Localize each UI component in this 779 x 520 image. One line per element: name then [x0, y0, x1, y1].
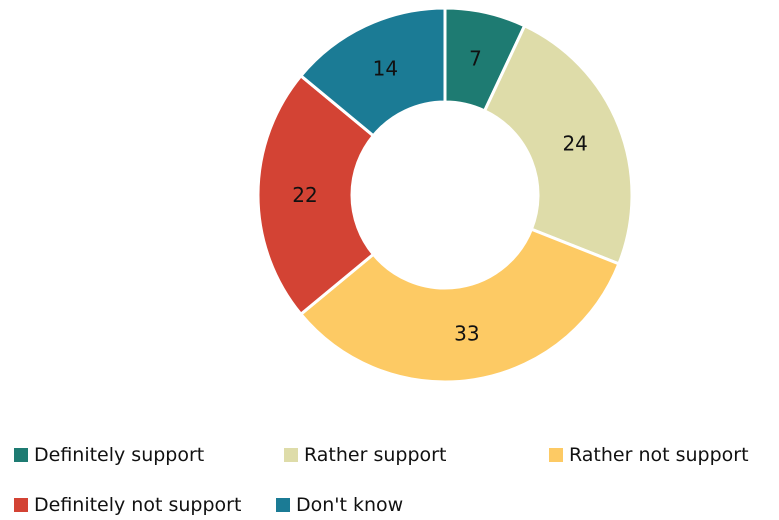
- legend-swatch: [14, 498, 28, 512]
- data-label-definitely-not-support: 22: [292, 183, 317, 207]
- legend-label: Definitely support: [34, 444, 205, 466]
- legend-item-definitely-not-support: Definitely not support: [14, 492, 241, 518]
- legend-label: Rather support: [304, 444, 447, 466]
- legend-swatch: [284, 448, 298, 462]
- legend-swatch: [276, 498, 290, 512]
- data-label-don-t-know: 14: [373, 56, 398, 80]
- legend-label: Don't know: [296, 494, 404, 516]
- data-label-rather-not-support: 33: [454, 321, 479, 345]
- slice-rather-support: [482, 23, 634, 266]
- chart-data-labels: 7 24 33 22 14: [292, 46, 588, 345]
- data-label-rather-support: 24: [562, 131, 587, 155]
- legend-item-rather-not-support: Rather not support: [549, 442, 749, 468]
- data-label-definitely-support: 7: [469, 46, 482, 70]
- legend-label: Definitely not support: [34, 494, 242, 516]
- slice-rather-not-support: [298, 227, 621, 384]
- slice-don-t-know: [298, 6, 447, 138]
- chart-slices: [256, 6, 634, 384]
- chart-legend: Definitely support Rather support Rather…: [14, 442, 779, 520]
- legend-item-dont-know: Don't know: [276, 492, 403, 518]
- slice-definitely-not-support: [256, 73, 376, 317]
- donut-chart: 7 24 33 22 14: [256, 6, 634, 384]
- legend-item-rather-support: Rather support: [284, 442, 446, 468]
- legend-swatch: [14, 448, 28, 462]
- legend-item-definitely-support: Definitely support: [14, 442, 204, 468]
- legend-swatch: [549, 448, 563, 462]
- legend-label: Rather not support: [569, 444, 749, 466]
